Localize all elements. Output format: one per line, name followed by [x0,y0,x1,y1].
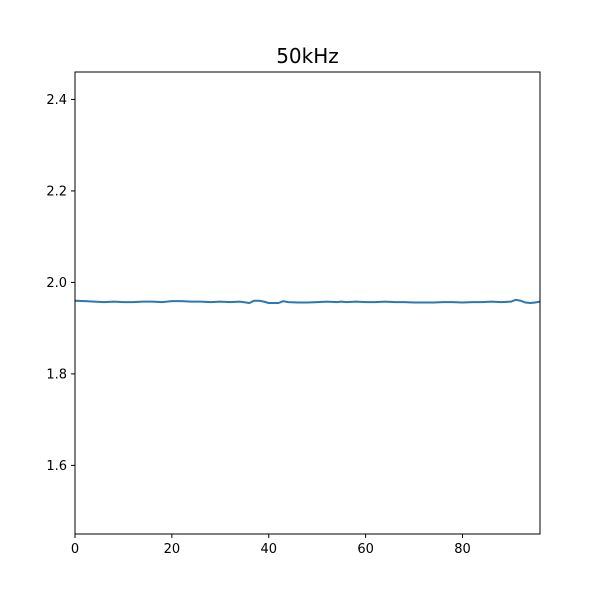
x-tick-label: 0 [71,542,79,557]
y-tick-label: 2.4 [46,93,67,108]
y-tick-label: 1.8 [46,367,67,382]
series-line [75,298,540,304]
y-axis: 1.6 1.8 2.0 2.2 2.4 [46,93,75,474]
x-axis: 0 20 40 60 80 [71,534,471,557]
x-tick-label: 40 [260,542,277,557]
y-tick-label: 2.0 [46,276,67,291]
x-tick-label: 60 [357,542,374,557]
series-layer [75,298,540,304]
y-tick-label: 2.2 [46,184,67,199]
chart-title: 50kHz [276,44,339,68]
x-tick-label: 80 [454,542,471,557]
x-tick-label: 20 [164,542,181,557]
plot-frame [74,71,541,535]
y-tick-label: 1.6 [46,459,67,474]
